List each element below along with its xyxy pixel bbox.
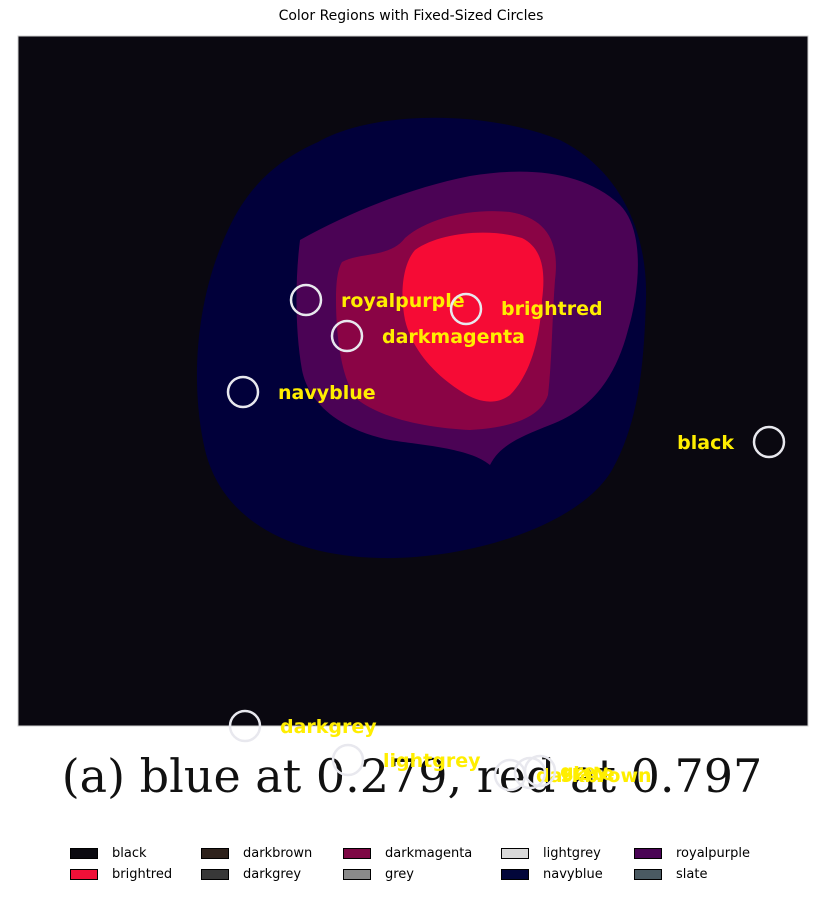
marker-circle-darkgrey — [228, 709, 262, 743]
legend-item-darkmagenta: darkmagenta — [343, 846, 472, 861]
legend-label: darkmagenta — [385, 846, 473, 861]
marker-label-lightgrey: lightgrey — [383, 750, 481, 772]
legend-item-darkbrown: darkbrown — [201, 846, 312, 861]
legend-swatch — [501, 869, 529, 880]
marker-label-black: black — [677, 432, 734, 454]
marker-circle-black — [752, 425, 786, 459]
legend-label: brightred — [112, 867, 173, 882]
chart-title: Color Regions with Fixed-Sized Circles — [278, 8, 544, 24]
figure-caption: (a) blue at 0.279, red at 0.797 — [62, 749, 763, 803]
legend-swatch — [70, 869, 98, 880]
marker-label-royalpurple: royalpurple — [341, 290, 465, 312]
legend-swatch — [70, 848, 98, 859]
marker-label-darkmagenta: darkmagenta — [382, 326, 525, 348]
legend-item-black: black — [70, 846, 147, 861]
marker-circle-lightgrey — [331, 743, 365, 777]
brightred-region — [402, 232, 544, 402]
marker-label-slate: slate — [562, 763, 615, 785]
legend-label: lightgrey — [543, 846, 601, 861]
marker-circle-royalpurple — [289, 283, 323, 317]
marker-label-darkgrey: darkgrey — [280, 716, 377, 738]
legend-swatch — [501, 848, 529, 859]
marker-circle-navyblue — [226, 375, 260, 409]
legend-swatch — [343, 848, 371, 859]
legend-label: black — [112, 846, 147, 861]
marker-label-navyblue: navyblue — [278, 382, 376, 404]
legend-label: grey — [385, 867, 415, 882]
marker-circle-brightred — [449, 292, 483, 326]
segmentation-chart: (a) blue at 0.279, red at 0.797 black roy… — [10, 35, 812, 808]
legend-item-royalpurple: royalpurple — [634, 846, 750, 861]
legend-label: navyblue — [543, 867, 603, 882]
legend-item-navyblue: navyblue — [501, 867, 603, 882]
legend-item-darkgrey: darkgrey — [201, 867, 301, 882]
marker-circle-slate — [513, 756, 547, 790]
legend-item-slate: slate — [634, 867, 707, 882]
legend-label: slate — [676, 867, 708, 882]
legend-swatch — [201, 848, 229, 859]
legend-swatch — [201, 869, 229, 880]
legend: black brightred darkbrown darkgrey darkmagen… — [70, 846, 790, 888]
caption-band — [10, 728, 812, 808]
marker-circle-darkmagenta — [330, 319, 364, 353]
legend-item-lightgrey: lightgrey — [501, 846, 601, 861]
legend-label: darkgrey — [243, 867, 302, 882]
marker-circle-grey — [523, 754, 557, 788]
legend-swatch — [634, 869, 662, 880]
region-markers: black royalpurple brightred darkmagenta navy… — [226, 283, 786, 792]
legend-label: darkbrown — [243, 846, 313, 861]
legend-swatch — [343, 869, 371, 880]
marker-label-darkbrown: darkbrown — [536, 765, 652, 787]
legend-item-brightred: brightred — [70, 867, 172, 882]
legend-item-grey: grey — [343, 867, 414, 882]
legend-label: royalpurple — [676, 846, 750, 861]
marker-label-brightred: brightred — [501, 298, 603, 320]
marker-label-grey: grey — [560, 761, 609, 783]
legend-swatch — [634, 848, 662, 859]
